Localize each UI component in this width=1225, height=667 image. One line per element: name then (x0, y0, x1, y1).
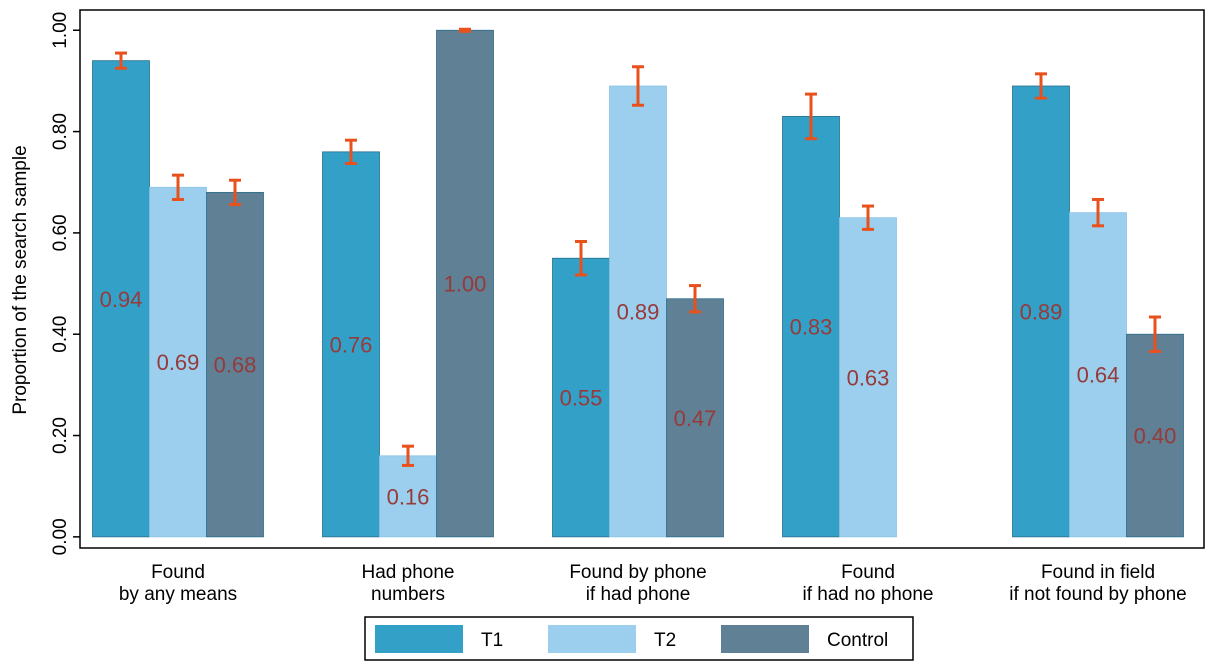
value-label: 0.83 (790, 315, 833, 340)
y-tick-label: 0.60 (50, 214, 71, 251)
error-bar (402, 444, 414, 467)
x-tick-line: by any means (119, 584, 237, 605)
plot-frame (79, 9, 1205, 549)
y-axis-label: Proportion of the search sample (10, 145, 31, 414)
y-tick-label: 1.00 (50, 12, 71, 49)
error-bar (632, 65, 644, 107)
bar (206, 191, 264, 538)
x-tick-label: Found if had no phone (802, 562, 933, 605)
legend-label: T1 (481, 630, 503, 651)
value-label: 0.76 (330, 332, 373, 357)
value-label: 0.55 (560, 386, 603, 411)
error-bar (459, 27, 471, 33)
x-tick-label: Found in field if not found by phone (1009, 562, 1186, 605)
x-tick-line: if had phone (586, 584, 691, 605)
value-label: 0.94 (100, 287, 143, 312)
bar (149, 186, 207, 538)
x-tick-line: Had phone (362, 562, 455, 583)
bar (1126, 333, 1184, 538)
value-label: 0.89 (1020, 299, 1063, 324)
legend-swatch (375, 625, 463, 653)
bar (839, 217, 897, 538)
value-label: 0.40 (1134, 424, 1177, 449)
y-tick-label: 0.20 (50, 417, 71, 454)
value-label: 0.89 (617, 299, 660, 324)
x-tick-label: Found by any means (119, 562, 237, 605)
error-bar (229, 178, 241, 207)
error-bar (1149, 315, 1161, 353)
legend-swatch (548, 625, 636, 653)
error-bar (345, 138, 357, 165)
error-bar (689, 284, 701, 314)
y-tick-label: 0.80 (50, 113, 71, 150)
x-tick-label: Had phone numbers (362, 562, 455, 605)
value-label: 0.16 (387, 484, 430, 509)
x-tick-line: numbers (371, 584, 445, 605)
value-label: 0.64 (1077, 363, 1120, 388)
bar (379, 455, 437, 538)
legend-swatch (721, 625, 809, 653)
bar (552, 257, 610, 538)
error-bar (172, 173, 184, 201)
y-tick-label: 0.00 (50, 518, 71, 555)
bar (1012, 85, 1070, 538)
x-tick-line: Found (841, 562, 895, 583)
error-bar (805, 92, 817, 141)
x-tick-line: Found in field (1041, 562, 1155, 583)
x-tick-line: if not found by phone (1009, 584, 1186, 605)
legend-label: Control (827, 630, 888, 651)
value-label: 1.00 (444, 272, 487, 297)
value-label: 0.68 (214, 353, 257, 378)
legend-label: T2 (654, 630, 676, 651)
x-tick-label: Found by phone if had phone (569, 562, 706, 605)
bar (609, 85, 667, 538)
error-bar (575, 240, 587, 277)
error-bar (1092, 197, 1104, 228)
error-bar (115, 51, 127, 70)
bar (322, 151, 380, 538)
y-tick-label: 0.40 (50, 316, 71, 353)
x-tick-line: if had no phone (802, 584, 933, 605)
error-bar (862, 204, 874, 231)
bar (666, 298, 724, 538)
value-label: 0.63 (847, 365, 890, 390)
value-label: 0.69 (157, 350, 200, 375)
bar (1069, 212, 1127, 538)
x-tick-line: Found (151, 562, 205, 583)
value-label: 0.47 (674, 406, 717, 431)
x-tick-line: Found by phone (569, 562, 706, 583)
error-bar (1035, 72, 1047, 100)
bar (436, 29, 494, 538)
